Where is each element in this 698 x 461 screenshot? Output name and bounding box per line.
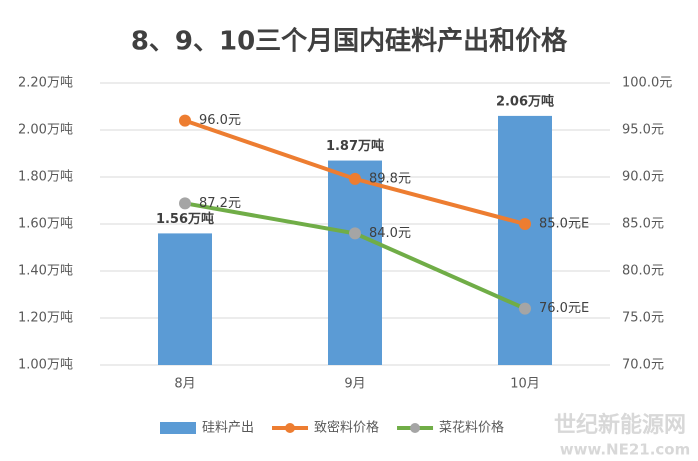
legend-marker bbox=[285, 423, 296, 433]
line-value-label: 76.0元E bbox=[539, 301, 589, 316]
bar-value-label: 1.56万吨 bbox=[156, 211, 214, 227]
x-tick-label: 9月 bbox=[344, 377, 365, 392]
watermark: 世纪新能源网 bbox=[554, 412, 686, 438]
marker bbox=[519, 218, 531, 230]
y-tick-label: 1.00万吨 bbox=[18, 358, 73, 373]
y2-tick-label: 90.0元 bbox=[622, 170, 664, 185]
y-tick-label: 1.80万吨 bbox=[18, 170, 73, 185]
y2-tick-label: 100.0元 bbox=[622, 76, 672, 91]
y-tick-label: 1.40万吨 bbox=[18, 264, 73, 279]
y2-tick-label: 95.0元 bbox=[622, 123, 664, 138]
bar-value-label: 2.06万吨 bbox=[496, 93, 554, 109]
chart-title: 8、9、10三个月国内硅料产出和价格 bbox=[131, 26, 568, 57]
legend-marker bbox=[410, 423, 421, 433]
y-tick-label: 1.20万吨 bbox=[18, 311, 73, 326]
marker bbox=[349, 227, 361, 240]
watermark-url: www.NE21.com bbox=[560, 441, 691, 459]
marker bbox=[349, 172, 361, 185]
legend-label: 致密料价格 bbox=[314, 420, 379, 436]
line-value-label: 85.0元E bbox=[539, 217, 589, 232]
line-value-label: 89.8元 bbox=[369, 171, 411, 186]
marker bbox=[179, 197, 191, 210]
y2-tick-label: 70.0元 bbox=[622, 358, 664, 373]
y-tick-label: 2.00万吨 bbox=[18, 123, 73, 138]
line-value-label: 87.2元 bbox=[199, 196, 241, 211]
bar bbox=[328, 160, 382, 365]
legend-label: 硅料产出 bbox=[202, 421, 254, 436]
y2-tick-label: 80.0元 bbox=[622, 264, 664, 279]
y2-tick-label: 85.0元 bbox=[622, 217, 664, 232]
bar-value-label: 1.87万吨 bbox=[326, 138, 384, 154]
x-tick-label: 8月 bbox=[174, 377, 195, 392]
marker bbox=[179, 114, 191, 127]
marker bbox=[519, 302, 531, 315]
x-tick-label: 10月 bbox=[510, 377, 540, 392]
bar bbox=[498, 115, 552, 366]
legend-label: 菜花料价格 bbox=[439, 420, 504, 436]
legend-swatch bbox=[160, 422, 196, 434]
y-tick-label: 1.60万吨 bbox=[18, 217, 73, 232]
line-value-label: 96.0元 bbox=[199, 113, 241, 128]
bar bbox=[158, 233, 212, 365]
y2-tick-label: 75.0元 bbox=[622, 311, 664, 326]
y-tick-label: 2.20万吨 bbox=[18, 76, 73, 91]
line-value-label: 84.0元 bbox=[369, 226, 411, 241]
